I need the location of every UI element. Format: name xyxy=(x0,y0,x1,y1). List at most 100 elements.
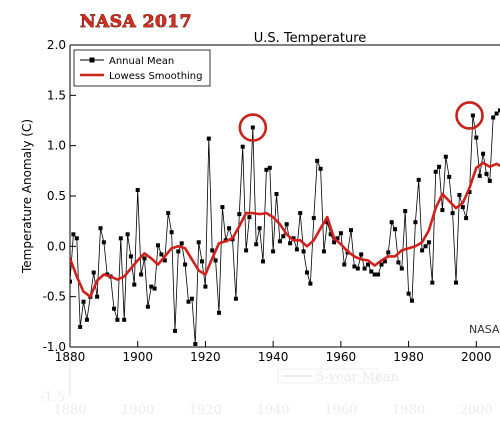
annual-mean-point xyxy=(257,226,262,231)
y-tick-label: 2.0 xyxy=(47,38,66,52)
ghost-x-tick-label: 2000 xyxy=(460,403,493,418)
annual-mean-point xyxy=(274,192,279,196)
annual-mean-point xyxy=(423,244,428,249)
annual-mean-point xyxy=(169,230,174,235)
annual-mean-point xyxy=(156,243,160,248)
annual-mean-point xyxy=(152,286,157,291)
ghost-x-tick-label: 1940 xyxy=(257,403,290,418)
annual-mean-point xyxy=(264,167,269,172)
annual-mean-point xyxy=(437,164,442,169)
annual-mean-point xyxy=(376,272,381,277)
highlight-circle xyxy=(455,101,484,130)
annual-mean-point xyxy=(389,220,394,225)
annual-mean-point xyxy=(84,317,89,322)
annual-mean-point xyxy=(118,236,123,241)
y-axis-ticks: -1.0 -0.5 0.0 0.5 1.0 1.5 2.0 xyxy=(43,38,76,354)
annual-mean-point xyxy=(200,259,204,264)
annual-mean-point xyxy=(315,158,320,163)
x-tick-label: 1920 xyxy=(190,350,221,364)
annual-mean-point xyxy=(98,226,103,231)
annual-mean-point xyxy=(250,125,255,130)
annual-mean-point xyxy=(81,299,86,304)
annual-mean-point xyxy=(494,111,499,116)
annual-mean-point xyxy=(311,216,316,221)
y-tick-label: 1.5 xyxy=(47,88,66,102)
annual-mean-point xyxy=(70,279,72,284)
annual-mean-point xyxy=(420,248,425,253)
annual-mean-point xyxy=(372,272,377,277)
annual-mean-point xyxy=(382,259,387,264)
legend-annual-marker xyxy=(89,57,95,63)
annual-mean-point xyxy=(308,281,313,286)
annual-mean-point xyxy=(338,231,343,236)
annual-mean-point xyxy=(298,211,303,216)
x-tick-label: 1960 xyxy=(326,350,357,364)
y-tick-label: -1.0 xyxy=(43,340,66,354)
lowess-smoothing-line xyxy=(70,161,500,299)
x-tick-label: 1940 xyxy=(258,350,289,364)
annual-mean-point xyxy=(237,212,242,217)
annual-mean-point xyxy=(203,284,208,289)
annual-mean-point xyxy=(122,317,127,322)
annual-mean-point xyxy=(95,294,100,299)
annual-mean-point xyxy=(498,108,500,113)
annual-mean-point xyxy=(288,241,293,246)
highlight-circle xyxy=(238,113,268,142)
annual-mean-point xyxy=(430,280,435,285)
x-tick-label: 1880 xyxy=(55,350,86,364)
annual-mean-point xyxy=(403,209,408,214)
annual-mean-point xyxy=(359,252,364,257)
annual-mean-point xyxy=(491,115,496,120)
annual-mean-point xyxy=(284,222,289,227)
annual-mean-point xyxy=(464,216,469,221)
y-tick-label: -0.5 xyxy=(43,290,66,304)
ghost-x-tick-label: 1980 xyxy=(392,403,425,418)
nasa-2017-badge: NASA 2017 xyxy=(80,12,192,32)
annual-mean-point xyxy=(460,205,465,210)
annual-mean-point xyxy=(416,177,421,182)
annual-mean-point xyxy=(447,174,452,179)
annual-mean-point xyxy=(328,232,333,237)
annual-mean-point xyxy=(145,304,150,309)
annual-mean-point xyxy=(149,284,154,289)
annual-mean-point xyxy=(332,240,337,245)
annual-mean-point xyxy=(74,236,79,241)
annual-mean-point xyxy=(413,220,418,225)
annual-mean-point xyxy=(393,227,397,232)
annual-mean-point xyxy=(217,310,221,315)
annual-mean-point xyxy=(352,264,357,269)
annual-mean-point xyxy=(281,234,286,239)
annual-mean-point xyxy=(294,247,299,252)
annual-mean-point xyxy=(210,248,215,253)
annual-mean-point xyxy=(132,282,137,287)
annual-mean-point xyxy=(396,260,401,265)
annual-mean-point xyxy=(450,211,455,216)
annual-mean-point xyxy=(477,173,482,178)
annual-mean-point xyxy=(128,254,133,259)
chart-title: U.S. Temperature xyxy=(254,31,367,46)
annual-mean-point xyxy=(112,306,116,311)
annual-mean-point xyxy=(101,240,106,245)
y-tick-label: 0.0 xyxy=(47,239,66,253)
annual-mean-point xyxy=(213,258,218,263)
x-tick-label: 2000 xyxy=(461,350,492,364)
annual-mean-point xyxy=(189,296,194,301)
y-axis-label: Temperature Anomaly (C) xyxy=(20,119,34,274)
annual-mean-point xyxy=(271,249,276,254)
annual-mean-point xyxy=(470,113,475,118)
annual-mean-point xyxy=(406,291,411,296)
annual-mean-point xyxy=(176,249,181,254)
annual-mean-point xyxy=(244,248,249,253)
ghost-x-ticks: 1880 1900 1920 1940 1960 1980 2000 xyxy=(53,403,492,418)
y-tick-label: 0.5 xyxy=(47,189,66,203)
annual-mean-point xyxy=(291,236,296,241)
ghost-x-tick-label: 1900 xyxy=(121,403,154,418)
legend: Annual Mean Lowess Smoothing xyxy=(73,49,211,87)
ghost-legend-box xyxy=(277,368,379,384)
annual-mean-point xyxy=(349,228,353,233)
annual-mean-point xyxy=(135,188,140,192)
annual-mean-point xyxy=(481,151,486,156)
annual-mean-point xyxy=(233,296,238,301)
annual-mean-point xyxy=(183,262,188,267)
annual-mean-point xyxy=(366,262,370,267)
